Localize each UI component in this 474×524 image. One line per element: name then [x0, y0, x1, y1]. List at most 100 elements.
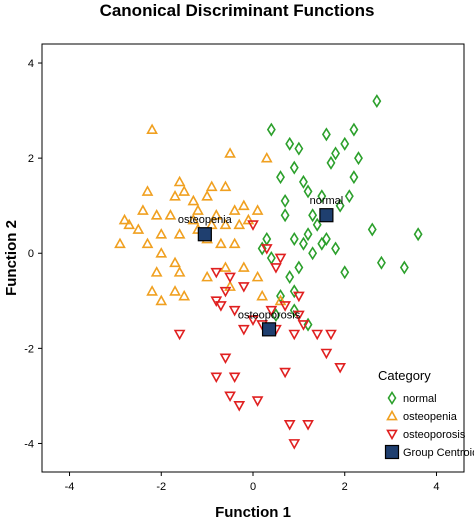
x-tick-label-4: 4 [433, 481, 439, 493]
point-normal-18 [335, 198, 345, 213]
group-centroids: normal osteopenia osteoporosis [178, 195, 343, 337]
point-normal-13 [276, 170, 285, 185]
x-tick-label-0: -4 [65, 481, 75, 493]
point-osteopenia-29 [141, 237, 154, 249]
point-osteopenia-33 [228, 237, 241, 249]
centroid-normal [319, 208, 334, 223]
legend-label-osteopenia: osteopenia [403, 411, 458, 423]
legend-marker-group-centroid [384, 444, 400, 460]
centroid-osteoporosis [261, 322, 277, 337]
point-normal-2 [266, 122, 276, 137]
point-osteopenia-3 [173, 175, 186, 187]
point-osteoporosis-27 [210, 372, 223, 384]
point-normal-21 [413, 227, 423, 242]
point-osteoporosis-28 [224, 391, 236, 403]
point-normal-22 [312, 217, 322, 232]
legend-marker-osteopenia [386, 409, 398, 421]
point-osteopenia-21 [132, 223, 145, 234]
point-normal-8 [354, 151, 363, 166]
point-osteopenia-43 [155, 294, 168, 306]
point-osteoporosis-23 [320, 348, 333, 360]
point-normal-34 [331, 241, 341, 256]
plot-frame [41, 43, 465, 473]
point-normal-12 [303, 184, 313, 199]
centroid-label-osteoporosis: osteoporosis [238, 309, 301, 321]
point-normal-10 [289, 160, 299, 175]
point-normal-24 [321, 231, 331, 246]
point-osteopenia-10 [201, 190, 213, 201]
point-normal-11 [317, 189, 327, 204]
x-axis-title: Function 1 [215, 504, 291, 521]
point-osteoporosis-29 [251, 396, 264, 407]
point-osteoporosis-6 [219, 286, 232, 298]
point-osteopenia-40 [237, 261, 250, 272]
point-osteoporosis-20 [173, 329, 186, 341]
point-normal-15 [299, 174, 308, 189]
y-tick-label-0: -4 [24, 438, 34, 450]
point-normal-0 [372, 94, 382, 109]
point-osteopenia-42 [146, 285, 158, 296]
point-osteopenia-5 [178, 185, 191, 196]
y-axis-title: Function 2 [3, 220, 20, 296]
point-osteoporosis-18 [311, 329, 324, 341]
point-normal-16 [280, 193, 290, 208]
point-osteopenia-24 [187, 213, 200, 225]
point-normal-25 [299, 236, 308, 251]
y-tick-label-3: 2 [28, 153, 34, 165]
point-normal-19 [308, 208, 318, 223]
point-normal-30 [294, 260, 304, 275]
point-osteopenia-39 [219, 261, 232, 272]
point-normal-35 [257, 241, 267, 256]
point-normal-37 [289, 284, 299, 299]
point-osteoporosis-25 [279, 367, 291, 379]
point-osteoporosis-13 [293, 310, 305, 322]
point-osteoporosis-24 [228, 372, 241, 384]
point-osteopenia-6 [205, 180, 218, 192]
point-osteopenia-0 [146, 123, 158, 134]
x-tick-label-2: 0 [250, 481, 256, 493]
legend: Category normal osteopenia osteoporosis Gro… [378, 368, 474, 460]
point-osteoporosis-19 [325, 329, 337, 341]
point-normal-42 [280, 208, 290, 223]
point-osteoporosis-4 [274, 253, 287, 265]
point-osteopenia-32 [215, 237, 227, 249]
legend-label-osteoporosis: osteoporosis [403, 429, 466, 441]
point-normal-33 [285, 270, 295, 285]
point-osteopenia-44 [169, 285, 181, 296]
x-tick-label-1: -2 [156, 481, 166, 493]
point-normal-39 [271, 308, 281, 323]
point-osteopenia-38 [201, 270, 213, 282]
point-osteoporosis-32 [302, 420, 314, 431]
point-osteoporosis-21 [237, 324, 250, 336]
x-tick-label-3: 2 [342, 481, 348, 493]
point-osteoporosis-12 [279, 301, 291, 312]
point-osteoporosis-9 [215, 301, 227, 312]
point-osteoporosis-34 [247, 315, 259, 326]
point-osteoporosis-2 [247, 220, 259, 231]
point-osteopenia-22 [155, 228, 168, 239]
point-osteopenia-46 [256, 289, 269, 301]
y-tick-label-2: 0 [28, 248, 34, 260]
point-normal-5 [340, 136, 350, 151]
point-osteoporosis-22 [219, 353, 232, 365]
point-osteopenia-19 [251, 204, 264, 215]
legend-label-group-centroid: Group Centroid [403, 447, 474, 459]
legend-label-normal: normal [403, 393, 437, 405]
point-osteopenia-14 [164, 209, 177, 220]
centroid-osteopenia [197, 227, 212, 242]
point-osteopenia-37 [178, 289, 191, 301]
point-normal-1 [349, 122, 359, 137]
point-normal-9 [326, 155, 336, 170]
point-osteoporosis-14 [297, 320, 310, 331]
axis-ticks: -4 -2 0 2 4 -4 -2 0 2 4 [24, 58, 439, 493]
point-osteoporosis-1 [224, 272, 236, 284]
point-osteopenia-17 [228, 204, 241, 215]
legend-marker-normal [387, 391, 397, 405]
point-osteoporosis-31 [283, 420, 296, 431]
point-normal-41 [303, 317, 313, 332]
y-tick-label-1: -2 [24, 343, 34, 355]
point-normal-29 [376, 255, 386, 270]
point-osteopenia-2 [260, 151, 273, 163]
point-osteoporosis-33 [288, 439, 301, 450]
